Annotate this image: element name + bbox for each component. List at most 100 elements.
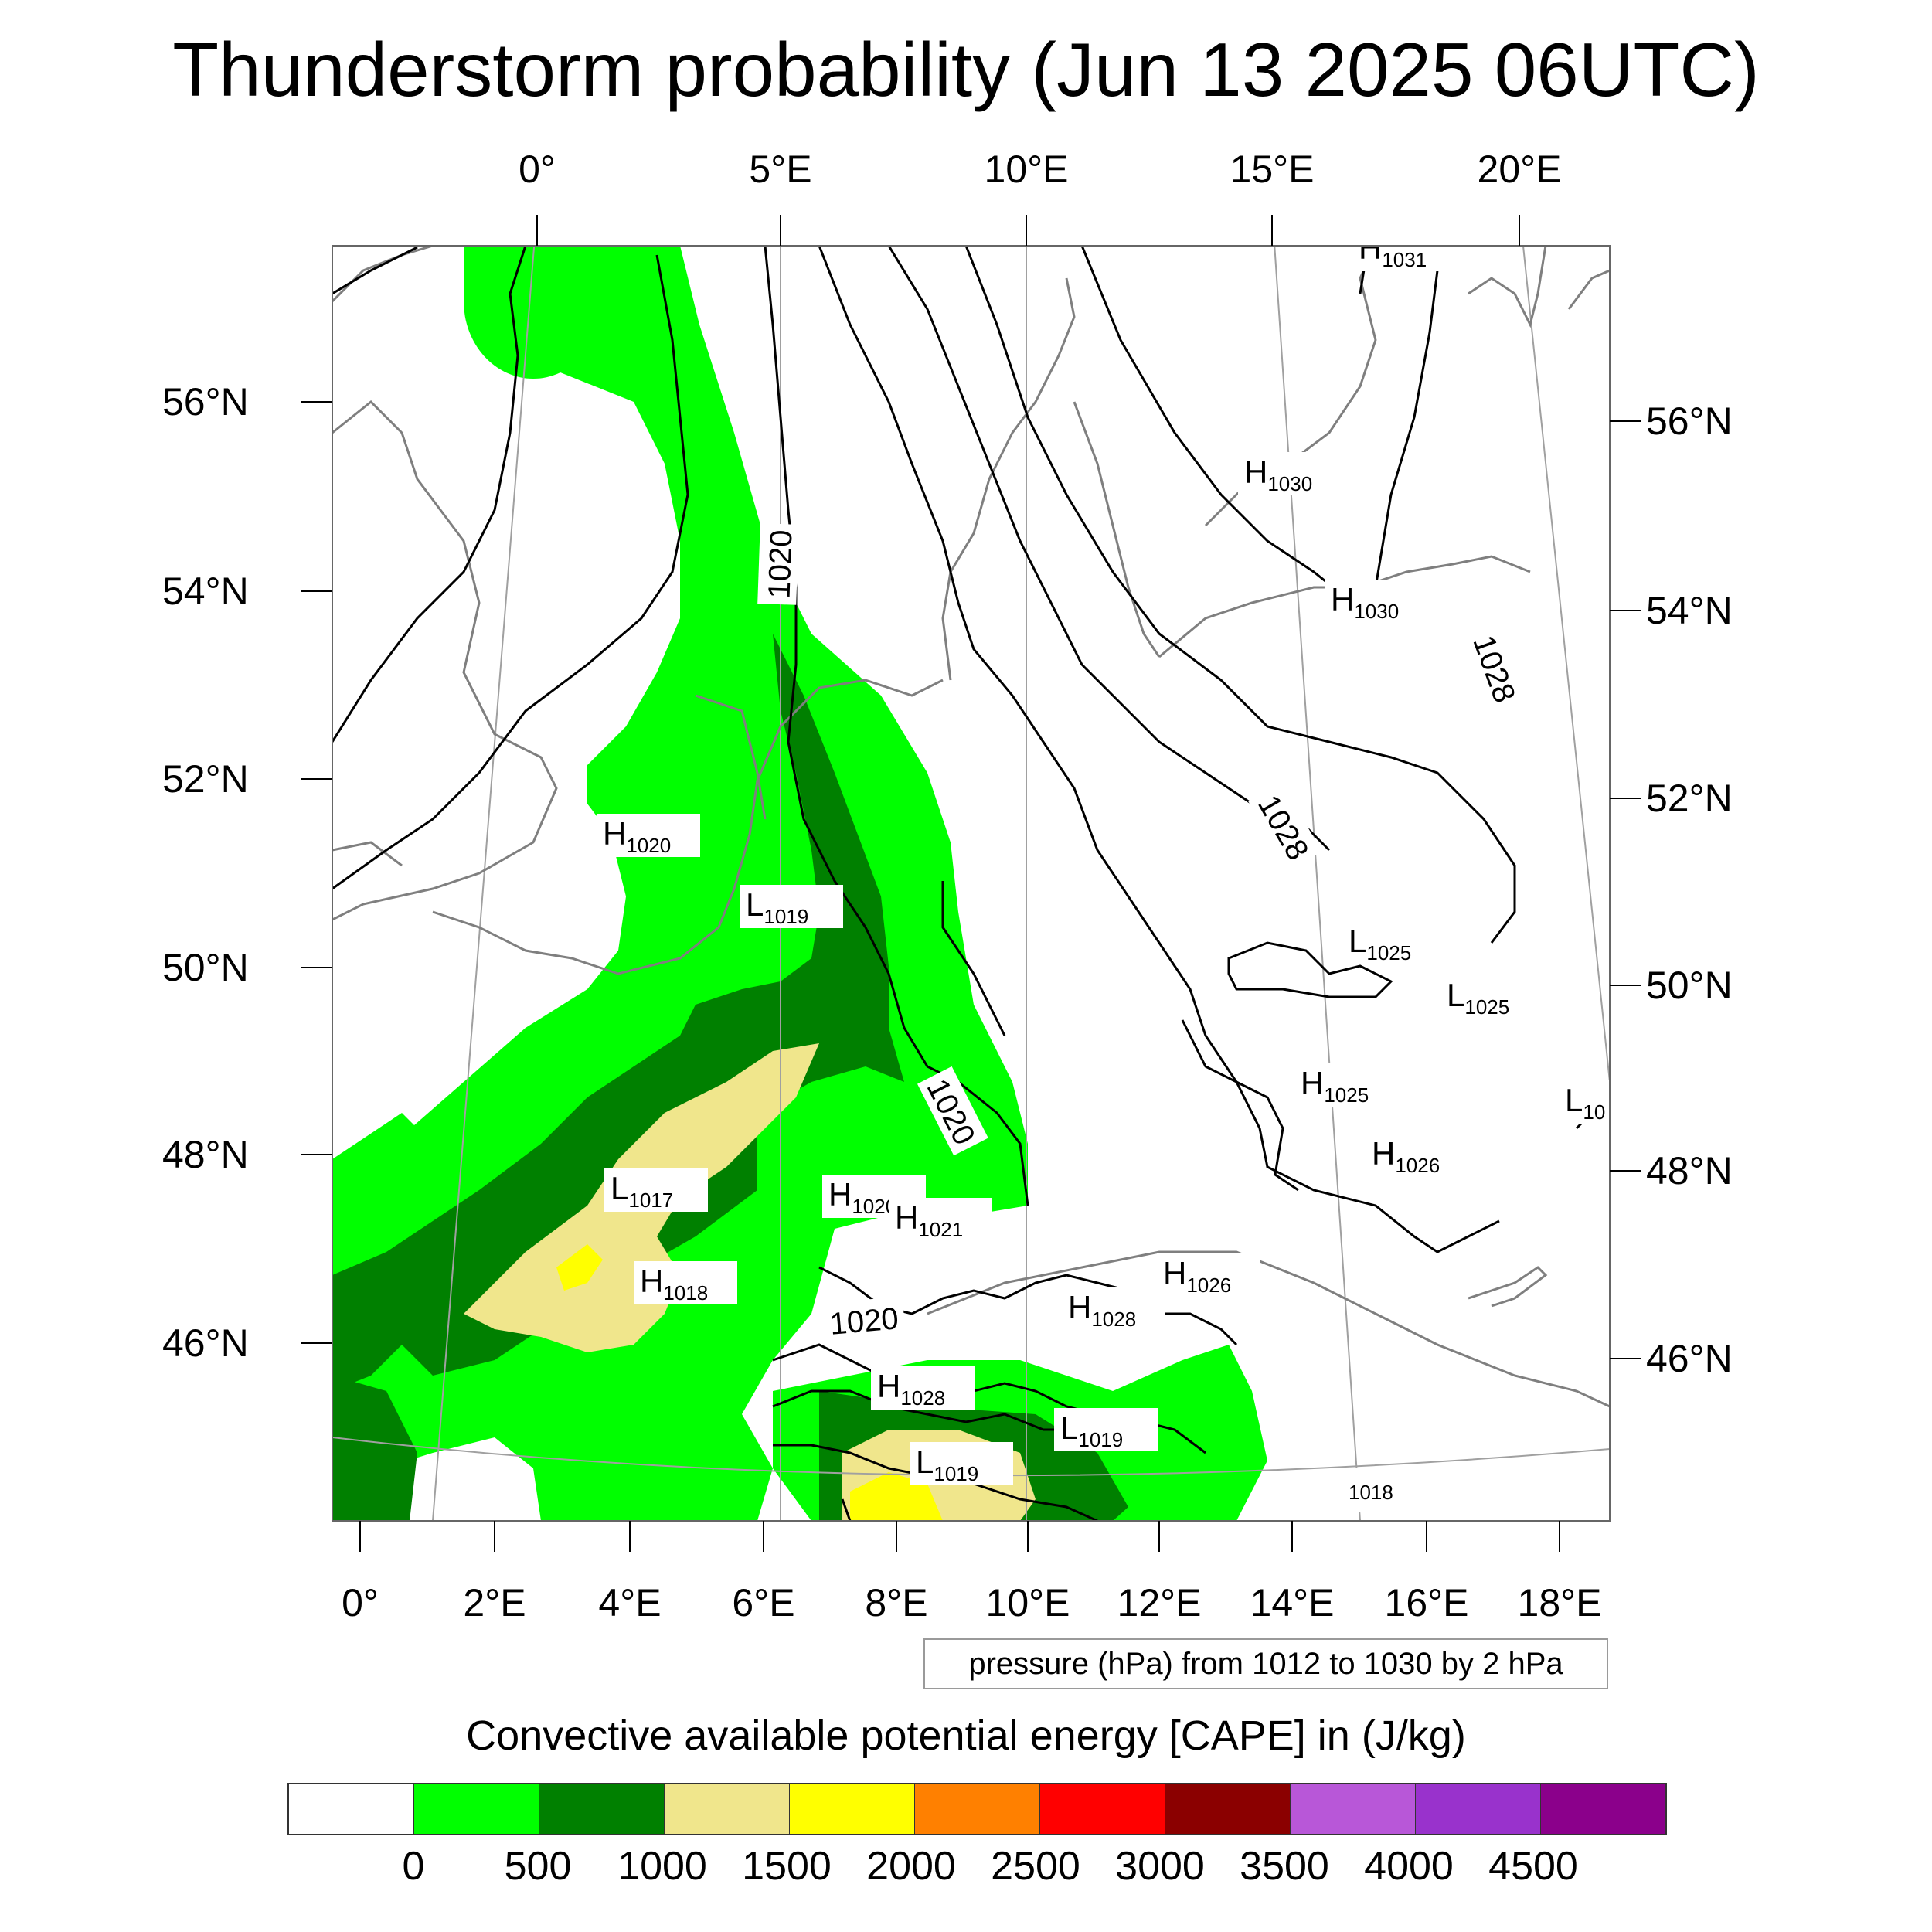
lon-tick-top: 20°E <box>1477 148 1562 191</box>
colorbar-tick-label: 0 <box>402 1844 425 1889</box>
high-pressure-label: H1026 <box>1163 1255 1231 1297</box>
low-pressure-label: L1019 <box>1060 1410 1123 1451</box>
pressure-label-bg <box>910 1442 1013 1485</box>
pressure-label-bg <box>1440 975 1544 1019</box>
lon-tick-bottom: 16°E <box>1384 1581 1469 1624</box>
pressure-label-bg <box>740 885 843 928</box>
colorbar-tick-label: 4000 <box>1364 1844 1454 1889</box>
lat-tick-right: 52°N <box>1646 777 1733 820</box>
high-pressure-label: H1028 <box>1068 1289 1136 1331</box>
colorbar-tick-label: 4500 <box>1488 1844 1578 1889</box>
cape-zone-500-1000-sw <box>332 1376 417 1521</box>
colorbar-tick-label: 1500 <box>742 1844 832 1889</box>
cape-zone-500-1000-core <box>332 634 904 1391</box>
pressure-label-bg <box>1294 1063 1398 1107</box>
colorbar-tick-label: 3000 <box>1115 1844 1205 1889</box>
pressure-label-bg <box>871 1366 975 1410</box>
low-pressure-label: L10 <box>1565 1082 1605 1124</box>
lat-tick-right: 56°N <box>1646 400 1733 443</box>
pressure-label-bg <box>1238 452 1342 495</box>
low-pressure-label: L1019 <box>746 886 808 928</box>
isobar-value-label: 1028 <box>1464 624 1529 713</box>
colorbar-tick-label: 3500 <box>1240 1844 1329 1889</box>
pressure-label-bg <box>1352 246 1456 271</box>
high-pressure-label: H1020 <box>603 815 671 857</box>
cape-zone-0-500-west <box>332 1113 433 1221</box>
lat-tick-right: 50°N <box>1646 964 1733 1007</box>
pressure-labels: H1031 H1030 H1030 H1020 L1019 L1025 L1025 H1025… <box>597 230 1610 1512</box>
low-pressure-label: L1017 <box>611 1170 673 1212</box>
high-pressure-label: H1018 <box>640 1263 708 1304</box>
lon-tick-bottom: 2°E <box>463 1581 526 1624</box>
lat-tick-left: 48°N <box>162 1133 249 1176</box>
colorbar-swatch <box>1291 1784 1416 1834</box>
lat-tick-right: 46°N <box>1646 1337 1733 1380</box>
lon-tick-bottom: 4°E <box>598 1581 662 1624</box>
colorbar-swatch <box>539 1784 665 1834</box>
pressure-label-bg <box>604 1168 708 1212</box>
high-pressure-label: H1028 <box>877 1368 945 1410</box>
high-pressure-label: H1025 <box>1301 1065 1369 1107</box>
pressure-label-bg <box>1325 580 1428 623</box>
colorbar-swatch <box>665 1784 790 1834</box>
pressure-label-bg <box>1366 1134 1469 1177</box>
lon-tick-top: 15°E <box>1230 148 1315 191</box>
colorbar-swatch <box>1416 1784 1541 1834</box>
pressure-label-bg <box>1342 1468 1417 1512</box>
colorbar-swatch <box>1165 1784 1291 1834</box>
lat-tick-left: 54°N <box>162 570 249 613</box>
lon-tick-bottom: 12°E <box>1117 1581 1202 1624</box>
low-pressure-label: L1025 <box>1447 977 1509 1019</box>
low-pressure-label: L1019 <box>916 1444 978 1485</box>
pressure-label-bg <box>1157 1253 1260 1297</box>
colorbar-tick-label: 2000 <box>866 1844 956 1889</box>
pressure-label-bg <box>1062 1287 1165 1331</box>
pressure-label-bg <box>597 814 700 857</box>
high-pressure-label: H1030 <box>1244 454 1312 495</box>
lon-tick-bottom: 8°E <box>865 1581 928 1624</box>
colorbar-swatch <box>915 1784 1040 1834</box>
lat-tick-left: 52°N <box>162 757 249 801</box>
lon-tick-bottom: 6°E <box>732 1581 795 1624</box>
colorbar-swatch <box>289 1784 414 1834</box>
colorbar-swatch <box>414 1784 539 1834</box>
lat-tick-left: 46°N <box>162 1321 249 1365</box>
svg-text:1020: 1020 <box>762 529 798 599</box>
high-pressure-label: H1026 <box>1372 1135 1440 1177</box>
pressure-contour-note: pressure (hPa) from 1012 to 1030 by 2 hP… <box>923 1638 1608 1689</box>
lon-tick-bottom: 18°E <box>1517 1581 1602 1624</box>
colorbar-swatch <box>1040 1784 1165 1834</box>
pressure-label-bg <box>634 1261 737 1304</box>
pressure-label-bg <box>1559 1080 1610 1124</box>
high-pressure-label: H1020 <box>828 1176 896 1218</box>
lon-tick-top: 5°E <box>749 148 812 191</box>
coastlines <box>332 246 1610 1408</box>
isobar-value-label: 1020 <box>821 1296 906 1342</box>
lon-tick-bottom: 10°E <box>985 1581 1070 1624</box>
lon-tick-top: 10°E <box>984 148 1069 191</box>
isobar-value-label: 1020 <box>757 523 799 605</box>
pressure-label-bg <box>1342 921 1446 964</box>
tick-marks <box>301 215 1641 1552</box>
colorbar-tick-label: 500 <box>504 1844 572 1889</box>
pressure-value-label: 1018 <box>1349 1481 1393 1504</box>
lat-tick-right: 54°N <box>1646 589 1733 632</box>
colorbar-title: Convective available potential energy [C… <box>466 1713 1466 1759</box>
colorbar-tick-label: 2500 <box>991 1844 1080 1889</box>
lon-tick-bottom: 0° <box>342 1581 379 1624</box>
colorbar <box>287 1783 1667 1835</box>
high-pressure-label: H1030 <box>1331 581 1399 623</box>
lon-tick-bottom: 14°E <box>1250 1581 1335 1624</box>
map-frame <box>332 245 1611 1522</box>
colorbar-tick-label: 1000 <box>617 1844 707 1889</box>
isobars <box>332 246 1594 1521</box>
cape-zone-0-500-northsea-blob <box>464 246 603 379</box>
lon-tick-top: 0° <box>519 148 556 191</box>
colorbar-swatch <box>1541 1784 1665 1834</box>
pressure-label-bg <box>889 1198 992 1241</box>
high-pressure-label: H1031 <box>1359 230 1427 271</box>
lat-tick-right: 48°N <box>1646 1149 1733 1192</box>
chart-title: Thunderstorm probability (Jun 13 2025 06… <box>172 27 1760 112</box>
